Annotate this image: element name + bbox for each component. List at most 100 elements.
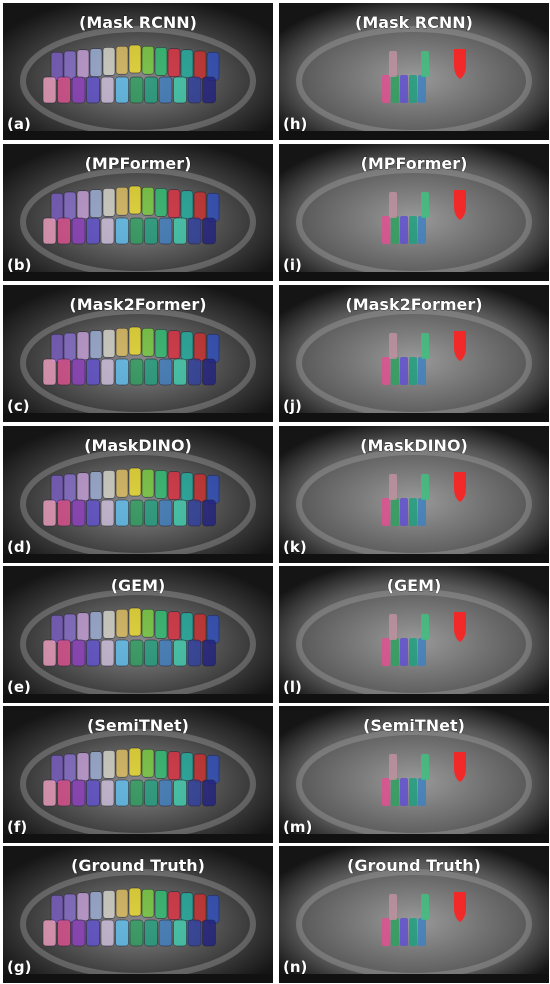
- tooth-mask: [409, 216, 417, 244]
- tooth-mask: [76, 752, 90, 782]
- xray-panel: (Mask RCNN) (a): [3, 3, 273, 140]
- tooth-mask: [389, 333, 397, 359]
- tooth-mask: [454, 892, 466, 922]
- tooth-mask: [89, 751, 103, 780]
- tooth-mask: [167, 611, 181, 640]
- tooth-mask: [454, 752, 466, 782]
- tooth-mask: [206, 333, 220, 363]
- tooth-mask: [409, 778, 417, 806]
- tooth-mask: [129, 639, 144, 667]
- tooth-mask: [193, 50, 207, 80]
- xray-background: [279, 285, 549, 422]
- tooth-mask: [202, 217, 216, 245]
- tooth-mask: [115, 888, 129, 918]
- tooth-mask: [100, 919, 115, 947]
- tooth-mask: [76, 190, 90, 220]
- tooth-mask: [389, 51, 397, 77]
- tooth-mask: [454, 612, 466, 642]
- tooth-mask: [102, 329, 116, 358]
- tooth-mask: [128, 467, 142, 497]
- tooth-mask: [141, 186, 155, 216]
- tooth-mask: [202, 919, 216, 947]
- tooth-mask: [421, 51, 429, 77]
- panel-title: (SemiTNet): [363, 716, 465, 735]
- tooth-mask: [421, 754, 429, 780]
- tooth-mask: [86, 358, 100, 386]
- xray-panel: (MaskDINO) (d): [3, 426, 273, 563]
- tooth-mask: [63, 191, 77, 221]
- tooth-mask: [86, 76, 100, 104]
- tooth-mask: [71, 779, 86, 807]
- panel-title: (Mask RCNN): [79, 13, 197, 32]
- tooth-mask: [193, 473, 207, 503]
- panel-title: (GEM): [387, 576, 442, 595]
- tooth-mask: [418, 778, 426, 806]
- tooth-mask: [57, 358, 71, 386]
- tooth-mask: [76, 612, 90, 642]
- tooth-mask: [400, 216, 408, 244]
- tooth-mask: [102, 610, 116, 639]
- tooth-mask: [76, 472, 90, 502]
- tooth-mask: [141, 327, 155, 357]
- tooth-mask: [129, 217, 144, 245]
- tooth-mask: [158, 499, 173, 527]
- tooth-mask: [129, 919, 144, 947]
- tooth-mask: [128, 185, 142, 215]
- panel-label: (l): [283, 678, 302, 696]
- tooth-mask: [382, 216, 390, 244]
- panel-title: (Mask2Former): [69, 295, 206, 314]
- panel-label: (j): [283, 397, 302, 415]
- tooth-mask: [141, 888, 155, 918]
- info-strip: [279, 694, 549, 703]
- tooth-mask: [89, 891, 103, 920]
- tooth-mask: [154, 470, 168, 499]
- tooth-mask: [206, 614, 220, 644]
- tooth-mask: [180, 331, 194, 361]
- tooth-mask: [421, 894, 429, 920]
- tooth-mask: [57, 639, 71, 667]
- panel-label: (m): [283, 818, 312, 836]
- tooth-mask: [206, 51, 220, 81]
- tooth-mask: [418, 498, 426, 526]
- tooth-mask: [71, 919, 86, 947]
- info-strip: [3, 272, 273, 281]
- tooth-mask: [128, 887, 142, 917]
- tooth-mask: [418, 638, 426, 666]
- tooth-mask: [42, 217, 57, 245]
- tooth-mask: [86, 639, 100, 667]
- info-strip: [3, 834, 273, 843]
- tooth-mask: [206, 894, 220, 924]
- info-strip: [279, 974, 549, 983]
- tooth-mask: [115, 919, 129, 947]
- tooth-mask: [57, 76, 71, 104]
- tooth-mask: [454, 472, 466, 502]
- tooth-mask: [187, 919, 202, 947]
- panel-label: (d): [7, 538, 31, 556]
- tooth-mask: [454, 49, 466, 79]
- info-strip: [279, 272, 549, 281]
- tooth-mask: [76, 49, 90, 79]
- tooth-mask: [63, 613, 77, 643]
- xray-panel: (Mask RCNN) (h): [279, 3, 549, 140]
- tooth-mask: [102, 47, 116, 76]
- tooth-mask: [409, 918, 417, 946]
- tooth-mask: [86, 217, 100, 245]
- tooth-mask: [421, 614, 429, 640]
- xray-panel: (GEM) (l): [279, 566, 549, 703]
- info-strip: [3, 413, 273, 422]
- tooth-mask: [100, 499, 115, 527]
- tooth-mask: [187, 76, 202, 104]
- info-strip: [279, 413, 549, 422]
- panel-title: (Mask RCNN): [355, 13, 473, 32]
- tooth-mask: [391, 75, 399, 103]
- tooth-mask: [389, 894, 397, 920]
- tooth-mask: [115, 358, 129, 386]
- tooth-mask: [154, 610, 168, 639]
- tooth-mask: [167, 891, 181, 920]
- tooth-mask: [144, 779, 158, 807]
- tooth-mask: [400, 75, 408, 103]
- panel-label: (a): [7, 115, 31, 133]
- tooth-mask: [409, 357, 417, 385]
- tooth-mask: [76, 892, 90, 922]
- tooth-mask: [154, 188, 168, 217]
